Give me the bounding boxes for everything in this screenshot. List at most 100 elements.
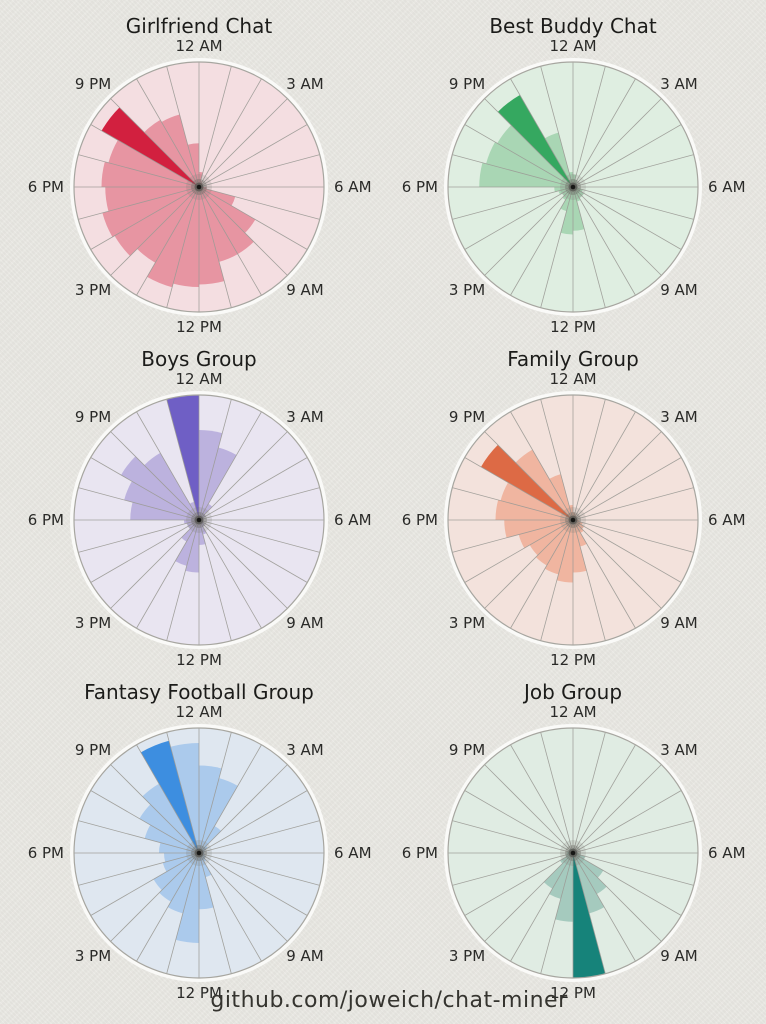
grid-spoke xyxy=(110,764,200,854)
hour-label-3pm: 3 PM xyxy=(75,614,111,632)
chart-title: Fantasy Football Group xyxy=(84,680,314,704)
grid-spoke xyxy=(510,519,574,629)
grid-spoke xyxy=(464,124,574,188)
grid-spoke xyxy=(198,790,308,854)
grid-spoke xyxy=(78,820,200,854)
hour-label-6am: 6 AM xyxy=(334,844,372,862)
hour-sector xyxy=(199,447,237,520)
grid-spoke xyxy=(198,744,262,854)
hour-label-3pm: 3 PM xyxy=(75,281,111,299)
grid-spoke xyxy=(198,852,308,916)
hour-label-6pm: 6 PM xyxy=(402,844,438,862)
hour-sector xyxy=(199,187,238,262)
hour-label-3pm: 3 PM xyxy=(449,281,485,299)
grid-spoke xyxy=(464,852,574,916)
grid-spoke xyxy=(198,852,288,942)
hour-label-6pm: 6 PM xyxy=(28,844,64,862)
hour-sector xyxy=(124,481,199,520)
chart-rim xyxy=(73,727,325,979)
grid-spoke xyxy=(110,431,200,521)
grid-spoke xyxy=(198,487,320,521)
peak-hour-sector xyxy=(480,444,573,520)
grid-spoke xyxy=(90,124,200,188)
grid-spoke xyxy=(166,186,200,308)
grid-spoke xyxy=(484,186,574,276)
hour-sector xyxy=(573,853,607,895)
chart-title: Best Buddy Chat xyxy=(489,14,657,38)
hour-sector xyxy=(102,187,199,237)
grid-spoke xyxy=(452,186,574,220)
grid-spoke xyxy=(198,186,308,250)
grid-spoke xyxy=(540,732,574,854)
grid-spoke xyxy=(572,519,682,583)
chart-title: Family Group xyxy=(507,347,639,371)
grid-spoke xyxy=(198,399,232,521)
hour-sector xyxy=(573,853,605,914)
hour-sector xyxy=(518,520,573,549)
hour-label-9am: 9 AM xyxy=(286,614,324,632)
grid-spoke xyxy=(484,764,574,854)
grid-spoke xyxy=(572,98,662,188)
chart-rim xyxy=(447,727,699,979)
hour-label-3pm: 3 PM xyxy=(449,947,485,965)
grid-spoke xyxy=(464,790,574,854)
hour-sector xyxy=(497,125,573,187)
hour-sector xyxy=(139,804,199,853)
hour-label-12am: 12 AM xyxy=(175,370,222,388)
hour-label-6am: 6 AM xyxy=(708,511,746,529)
grid-spoke xyxy=(198,732,232,854)
grid-spoke xyxy=(90,519,200,583)
chart-rim xyxy=(447,394,699,646)
hour-label-6am: 6 AM xyxy=(334,178,372,196)
grid-spoke xyxy=(572,519,636,629)
grid-spoke xyxy=(198,124,308,188)
hour-label-12pm: 12 PM xyxy=(176,984,222,1002)
grid-spoke xyxy=(572,820,694,854)
hour-label-12am: 12 AM xyxy=(549,370,596,388)
grid-spoke xyxy=(572,519,694,553)
hour-sector xyxy=(199,503,213,520)
hour-label-9am: 9 AM xyxy=(660,947,698,965)
hour-label-12pm: 12 PM xyxy=(550,651,596,669)
grid-spoke xyxy=(572,411,636,521)
hour-sector xyxy=(199,825,222,853)
hour-label-9pm: 9 PM xyxy=(75,408,111,426)
hour-label-12am: 12 AM xyxy=(549,703,596,721)
hour-sector xyxy=(529,520,573,556)
grid-spoke xyxy=(136,519,200,629)
grid-spoke xyxy=(166,399,200,521)
grid-spoke xyxy=(572,519,662,609)
center-dot xyxy=(570,850,576,856)
hour-label-9pm: 9 PM xyxy=(449,408,485,426)
grid-spoke xyxy=(572,744,636,854)
hour-sector xyxy=(500,482,573,520)
grid-spoke xyxy=(452,154,574,188)
grid-spoke xyxy=(78,487,200,521)
grid-spoke xyxy=(452,519,574,553)
chart-title: Job Group xyxy=(522,680,622,704)
hour-sector xyxy=(144,824,199,853)
hour-label-3pm: 3 PM xyxy=(449,614,485,632)
grid-spoke xyxy=(572,764,662,854)
chart-title: Girlfriend Chat xyxy=(126,14,273,38)
grid-spoke xyxy=(198,852,262,962)
hour-label-9am: 9 AM xyxy=(286,947,324,965)
grid-spoke xyxy=(572,457,682,521)
hour-label-3am: 3 AM xyxy=(660,75,698,93)
grid-spoke xyxy=(198,519,288,609)
hour-sector xyxy=(153,853,199,891)
hour-sector xyxy=(199,778,238,853)
grid-spoke xyxy=(166,519,200,641)
hour-sector xyxy=(161,114,199,187)
hour-sector xyxy=(486,142,573,187)
grid-spoke xyxy=(78,852,200,886)
grid-spoke xyxy=(198,186,232,308)
grid-spoke xyxy=(572,66,606,188)
hour-label-12am: 12 AM xyxy=(175,703,222,721)
hour-label-3am: 3 AM xyxy=(286,75,324,93)
grid-spoke xyxy=(464,457,574,521)
